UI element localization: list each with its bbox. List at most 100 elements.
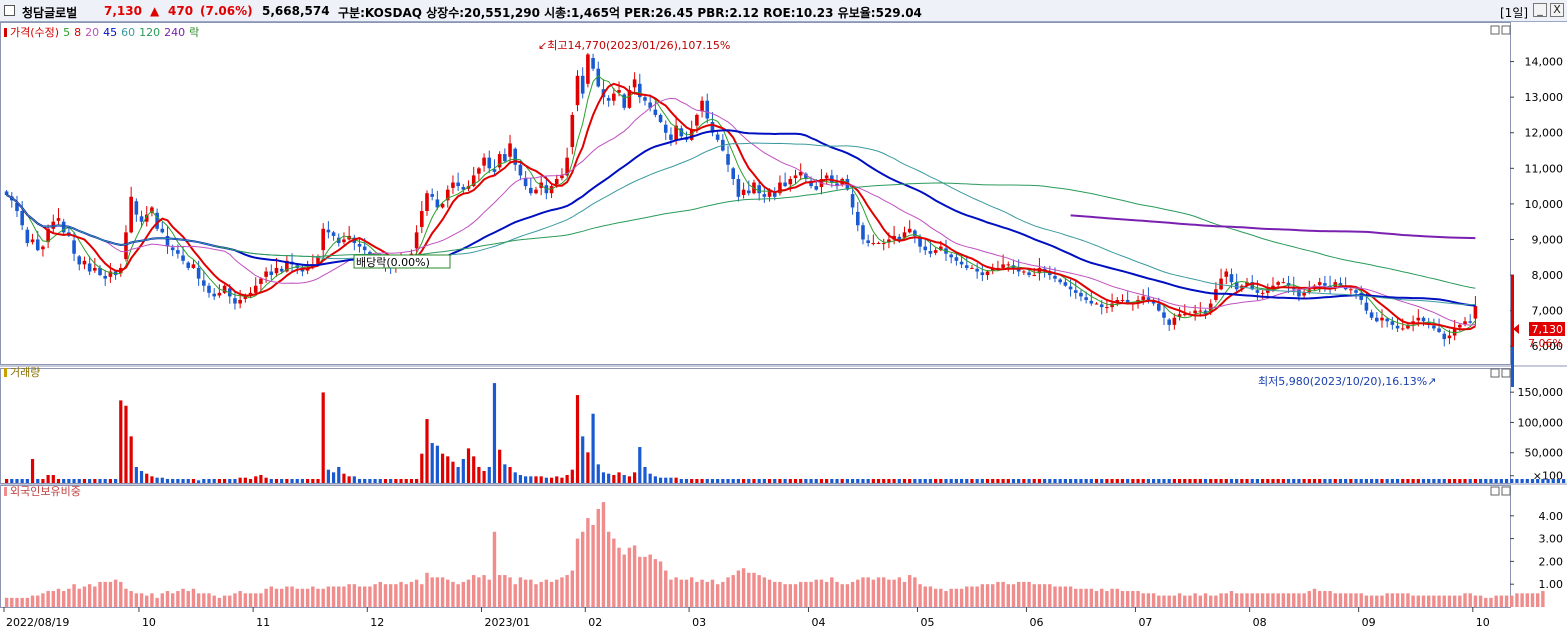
- candle-body: [1265, 289, 1270, 293]
- volume-bar: [62, 479, 66, 483]
- foreign-bar: [731, 575, 735, 607]
- foreign-bar: [492, 531, 497, 607]
- candle-body: [155, 212, 159, 229]
- candle-body: [139, 216, 144, 222]
- price-tag-label: 7,130: [1532, 323, 1564, 336]
- volume-bar: [1344, 479, 1348, 483]
- legend-item: 가격(수정): [10, 26, 59, 39]
- foreign-bar: [113, 579, 118, 607]
- candle-body: [430, 194, 434, 197]
- candle-body: [1385, 318, 1389, 322]
- candle-body: [274, 267, 279, 274]
- foreign-bar: [601, 502, 606, 607]
- candle-body: [253, 285, 258, 293]
- candle-body: [1079, 292, 1083, 297]
- candle-body: [176, 250, 180, 254]
- candle-body: [918, 238, 922, 247]
- volume-bar: [814, 479, 818, 483]
- foreign-bar: [767, 579, 772, 607]
- foreign-bar: [804, 581, 808, 607]
- volume-bar: [1281, 479, 1285, 483]
- candle-body: [1120, 299, 1125, 301]
- period-selector[interactable]: [1일]: [1500, 6, 1529, 20]
- panel-close-icon[interactable]: [1501, 368, 1511, 378]
- candle-body: [1390, 321, 1395, 325]
- volume-bar: [534, 476, 538, 483]
- volume-bar: [1292, 479, 1296, 483]
- volume-bar: [913, 479, 917, 483]
- minimize-button[interactable]: _: [1533, 3, 1547, 17]
- foreign-bar: [638, 556, 642, 607]
- date-axis-label: 11: [256, 616, 270, 629]
- candle-body: [939, 246, 943, 251]
- price-axis-tick: 11,000: [1525, 162, 1564, 175]
- foreign-bar: [1266, 593, 1270, 607]
- candle-body: [1099, 304, 1104, 308]
- candle-body: [534, 189, 538, 194]
- candle-body: [726, 154, 730, 165]
- volume-bar: [1089, 479, 1093, 483]
- volume-bar: [1515, 479, 1519, 483]
- volume-bar: [524, 476, 528, 483]
- foreign-bar: [689, 577, 694, 607]
- stock-chart[interactable]: 가격(수정) 5 8 20 45 60 120 240 락 거래량 외국인보유비중 14,000…: [0, 22, 1567, 630]
- candle-body: [700, 100, 704, 112]
- foreign-bar: [523, 579, 528, 607]
- foreign-bar: [82, 586, 87, 607]
- panel-close-icon[interactable]: [1501, 25, 1511, 35]
- volume-bar: [487, 467, 491, 483]
- foreign-bar: [1411, 595, 1415, 607]
- candle-body: [46, 228, 50, 243]
- foreign-bar: [674, 577, 678, 607]
- volume-bar: [238, 477, 242, 483]
- foreign-bar: [1037, 584, 1042, 607]
- foreign-bar: [710, 579, 715, 607]
- foreign-bar: [77, 588, 81, 607]
- foreign-bar: [176, 591, 180, 607]
- volume-bar: [77, 479, 81, 483]
- foreign-bar: [1494, 595, 1498, 607]
- candle-body: [887, 239, 891, 243]
- volume-bar: [264, 477, 268, 483]
- foreign-bar: [1437, 595, 1441, 607]
- candle-body: [77, 256, 82, 265]
- foreign-bar: [778, 581, 782, 607]
- candle-body: [456, 182, 460, 187]
- candle-body: [586, 54, 590, 84]
- volume-bar: [1380, 479, 1384, 483]
- volume-bar: [503, 464, 507, 483]
- candle-body: [233, 298, 237, 304]
- foreign-bar: [970, 586, 974, 607]
- foreign-bar: [1032, 584, 1036, 607]
- volume-bar: [752, 479, 756, 483]
- dividend-marker: [353, 254, 451, 269]
- ma-line: [6, 129, 1476, 307]
- close-button[interactable]: X: [1550, 3, 1564, 17]
- pin-checkbox[interactable]: [4, 5, 15, 16]
- volume-bar: [472, 456, 476, 483]
- foreign-bar: [721, 581, 725, 607]
- panel-restore-icon[interactable]: [1490, 486, 1500, 496]
- volume-bar: [1421, 479, 1426, 483]
- volume-bar: [466, 448, 471, 483]
- foreign-bar: [1125, 591, 1130, 607]
- foreign-bar: [907, 575, 912, 607]
- panel-restore-icon[interactable]: [1490, 368, 1500, 378]
- foreign-bar: [1167, 595, 1171, 607]
- candle-body: [513, 148, 518, 165]
- volume-bar: [1338, 479, 1343, 483]
- volume-bar: [1094, 479, 1099, 483]
- date-axis-label: 06: [1029, 616, 1043, 629]
- volume-bar: [1167, 479, 1171, 483]
- candle-body: [87, 263, 92, 272]
- volume-bar: [1328, 479, 1332, 483]
- volume-bar: [799, 479, 803, 483]
- volume-bar: [856, 479, 860, 483]
- foreign-bar: [1011, 584, 1016, 607]
- panel-restore-icon[interactable]: [1490, 25, 1500, 35]
- candle-body: [1208, 303, 1213, 312]
- panel-close-icon[interactable]: [1501, 486, 1511, 496]
- foreign-bar: [15, 597, 19, 607]
- foreign-bar: [824, 581, 829, 607]
- candle-body: [264, 271, 268, 277]
